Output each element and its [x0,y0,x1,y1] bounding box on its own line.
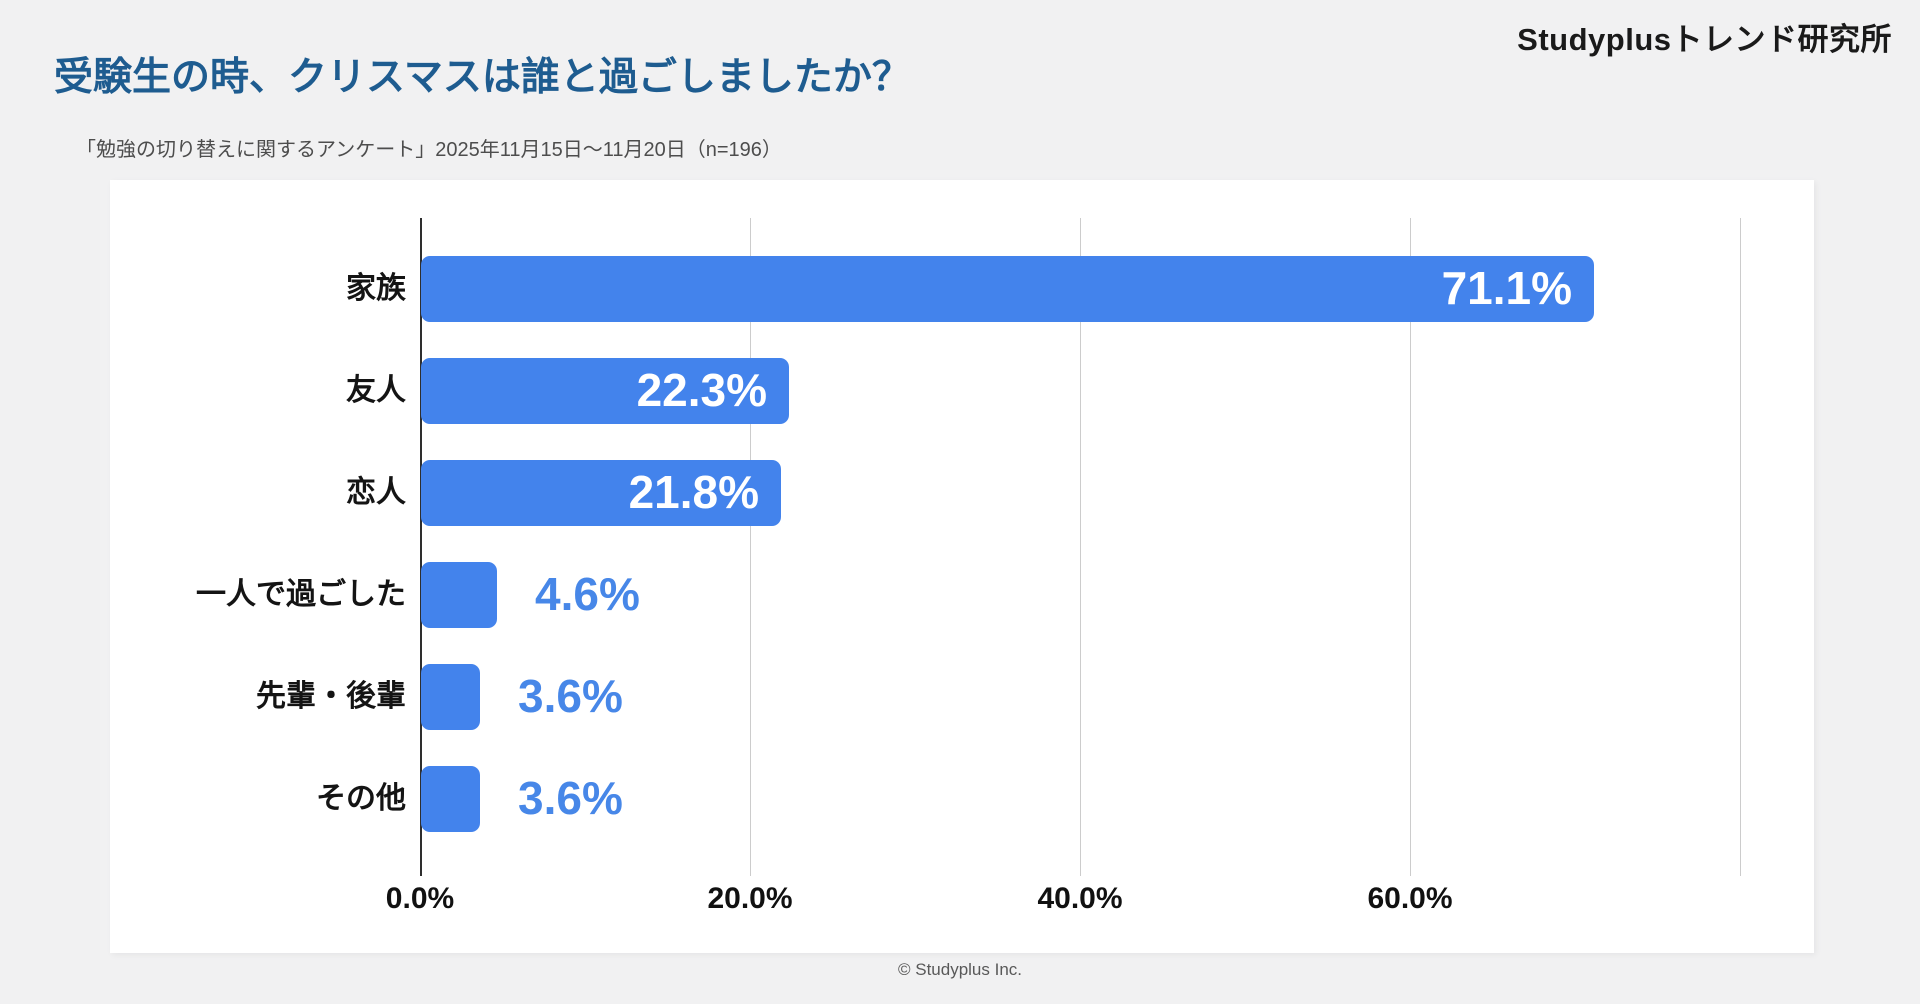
x-tick-label: 20.0% [707,882,793,915]
survey-subtitle: 「勉強の切り替えに関するアンケート」2025年11月15日～11月20日（n=1… [76,139,782,161]
y-axis-line [420,218,422,876]
bar-value-label: 21.8% [628,466,759,518]
gridline [750,218,751,876]
bar-value-label: 71.1% [1441,262,1572,314]
bar-row: 一人で過ごした 4.6% [110,562,1814,628]
bar-row: 恋人 21.8% [110,460,1814,526]
bar-value-label: 3.6% [518,772,623,824]
bar: 71.1% [421,256,1594,322]
bar-row: 友人 22.3% [110,358,1814,424]
bar-value-label: 3.6% [518,670,623,722]
gridline [1740,218,1741,876]
bar-row: 先輩・後輩 3.6% [110,664,1814,730]
x-tick-label: 60.0% [1367,882,1453,915]
category-label: その他 [316,782,406,815]
category-label: 恋人 [346,476,406,509]
x-tick-label: 0.0% [385,882,455,915]
category-label: 友人 [346,374,406,407]
category-label: 先輩・後輩 [256,680,406,713]
bar-row: 家族 71.1% [110,256,1814,322]
gridline [1080,218,1081,876]
chart-card: 0.0% 20.0% 40.0% 60.0% 家族 71.1% 友人 22.3% 恋人 21.8%… [110,180,1814,953]
x-tick-label: 40.0% [1037,882,1123,915]
bar: 21.8% [421,460,781,526]
bar-value-label: 22.3% [636,364,767,416]
chart-title: 受験生の時、クリスマスは誰と過ごしましたか？ [54,56,911,99]
bar-row: その他 3.6% [110,766,1814,832]
bar [421,562,497,628]
gridline [1410,218,1411,876]
copyright-footer: © Studyplus Inc. [897,960,1023,979]
category-label: 家族 [346,272,406,305]
bar: 22.3% [421,358,789,424]
bar [421,664,480,730]
category-label: 一人で過ごした [196,578,406,611]
bar [421,766,480,832]
studyplus-trend-lab-logo: Studyplusトレンド研究所 [1517,22,1892,57]
bar-value-label: 4.6% [535,568,640,620]
